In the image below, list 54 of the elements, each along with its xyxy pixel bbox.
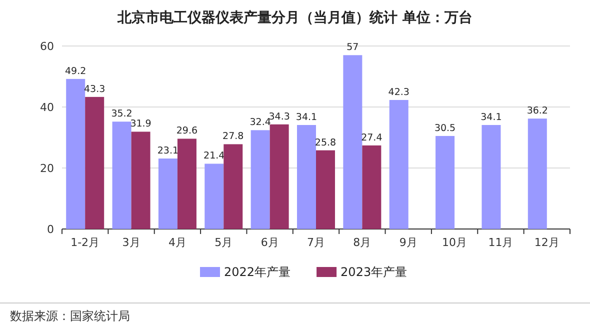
data-label: 43.3 [84,84,106,95]
data-label: 29.6 [176,126,198,137]
bar [85,96,104,229]
y-tick-label: 40 [40,101,54,114]
x-tick-label: 3月 [122,236,140,249]
legend-label: 2023年产量 [340,265,408,279]
bar [112,122,132,229]
legend-label: 2022年产量 [224,265,291,279]
data-label: 34.1 [296,112,318,123]
data-label: 27.4 [361,132,382,144]
bar [158,158,178,229]
data-label: 32.4 [250,117,271,128]
data-label: 57 [346,42,359,54]
bar [362,145,382,229]
bar [389,100,408,229]
x-tick-label: 9月 [399,236,418,249]
x-tick-label: 11月 [488,236,514,249]
x-tick-label: 10月 [442,236,468,249]
x-tick-label: 6月 [260,236,279,249]
data-label: 25.8 [314,137,336,148]
data-label: 34.3 [268,111,290,122]
bar [528,118,547,229]
bar [297,124,316,229]
bar [224,144,243,229]
bar [343,55,362,229]
bar [204,164,224,229]
data-label: 30.5 [434,122,456,134]
y-tick-label: 60 [40,40,54,53]
x-tick-label: 1-2月 [70,236,100,249]
data-label: 49.2 [65,66,86,77]
x-tick-label: 7月 [307,236,325,249]
y-tick-label: 0 [47,223,54,236]
data-label: 42.3 [388,86,410,98]
x-tick-label: 4月 [168,236,186,249]
x-tick-label: 8月 [353,236,372,249]
bar [482,124,501,229]
chart-title: 北京市电工仪器仪表产量分月（当月值）统计 单位：万台 [116,9,472,26]
bar [177,138,196,229]
x-tick-label: 12月 [534,236,560,249]
data-label: 36.2 [526,106,548,117]
data-label: 35.2 [111,108,132,120]
bar [131,132,150,229]
source-note: 数据来源：国家统计局 [10,309,130,323]
data-label: 34.1 [480,112,502,123]
bar [316,150,335,229]
bar [270,124,289,229]
data-label: 31.9 [130,118,152,130]
bar [436,136,455,229]
bar [250,130,270,229]
x-tick-label: 5月 [214,236,233,249]
bar [66,78,86,229]
data-label: 27.8 [222,131,244,142]
y-tick-label: 20 [40,162,54,175]
data-label: 23.1 [157,146,179,157]
